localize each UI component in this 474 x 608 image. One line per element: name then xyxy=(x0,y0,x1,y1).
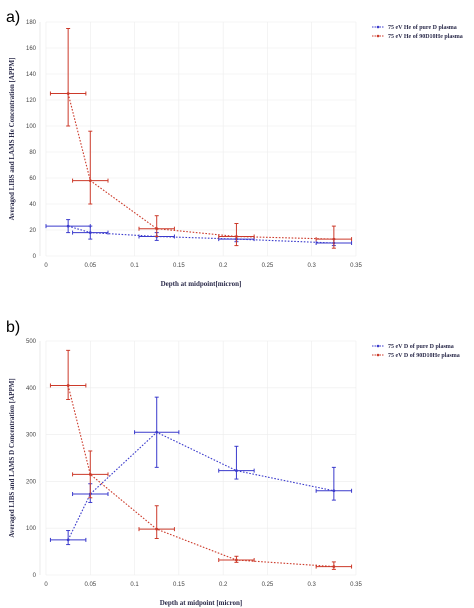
y-tick-label: 400 xyxy=(26,386,37,392)
gridlines-a xyxy=(45,21,357,257)
data-point xyxy=(49,28,87,127)
y-ticks-a: 0 20 40 60 80 100 120 140 160 180 xyxy=(26,20,37,260)
legend-entry: 75 eV He of 90D10He plasma xyxy=(372,34,463,40)
data-marker xyxy=(88,179,92,183)
data-marker xyxy=(155,227,159,231)
y-axis-title-b: Averaged LIBS and LAMS D Concentration [… xyxy=(8,378,16,537)
x-tick-label: 0.05 xyxy=(84,263,96,269)
legend-entry: 75 eV D of 90D10He plasma xyxy=(372,353,460,359)
data-point xyxy=(315,561,353,570)
data-point xyxy=(49,530,87,546)
x-tick-label: 0.15 xyxy=(173,263,185,269)
data-marks-b xyxy=(49,349,353,570)
series-line xyxy=(67,431,334,541)
y-tick-label: 160 xyxy=(26,46,37,52)
legend-label: 75 eV D of pure D plasma xyxy=(388,344,454,350)
y-tick-label: 0 xyxy=(33,254,37,260)
legend-entry: 75 eV D of pure D plasma xyxy=(372,344,454,350)
y-tick-label: 100 xyxy=(26,124,37,130)
data-marker xyxy=(235,469,238,473)
data-marker xyxy=(66,538,70,542)
x-ticks-b: 0 0.05 0.1 0.15 0.2 0.25 0.3 0.35 xyxy=(44,582,362,588)
y-tick-label: 500 xyxy=(26,339,37,345)
data-marker xyxy=(332,489,336,493)
x-axis-title-b: Depth at midpoint [micron] xyxy=(160,599,243,607)
panel-label-b: b) xyxy=(6,319,20,336)
legend-b: 75 eV D of pure D plasma 75 eV D of 90D1… xyxy=(372,344,460,359)
data-point xyxy=(72,450,109,499)
x-tick-label: 0 xyxy=(44,263,48,269)
x-tick-label: 0.1 xyxy=(130,263,139,269)
data-point xyxy=(218,223,255,247)
legend-label: 75 eV He of 90D10He plasma xyxy=(388,34,463,40)
y-tick-label: 80 xyxy=(29,150,36,156)
x-tick-label: 0.35 xyxy=(350,582,362,588)
data-point xyxy=(72,225,109,240)
data-point xyxy=(218,555,255,563)
data-marker xyxy=(155,430,159,434)
y-tick-label: 180 xyxy=(26,20,37,26)
chart-panel-b: b) 0 0.05 0.1 0.15 0.2 0.25 0.3 0.35 0 100 200 300… xyxy=(6,319,460,607)
data-marker xyxy=(235,235,238,238)
y-tick-label: 60 xyxy=(29,176,36,182)
y-tick-label: 300 xyxy=(26,433,37,439)
data-marker xyxy=(66,224,70,228)
data-marker xyxy=(66,92,70,95)
chart-panel-a: a) 0 0.05 0.1 0.15 0.2 0.25 0.3 0.35 0 20 40 60 80 1… xyxy=(6,9,463,288)
data-point xyxy=(49,349,87,400)
y-ticks-b: 0 100 200 300 400 500 xyxy=(26,339,37,579)
data-marker xyxy=(332,565,336,568)
y-tick-label: 120 xyxy=(26,98,37,104)
x-tick-label: 0.2 xyxy=(219,263,228,269)
legend-label: 75 eV He of pure D plasma xyxy=(388,25,457,31)
data-point xyxy=(218,445,255,480)
data-point xyxy=(134,396,180,468)
x-tick-label: 0.1 xyxy=(130,582,139,588)
x-ticks-a: 0 0.05 0.1 0.15 0.2 0.25 0.3 0.35 xyxy=(44,263,362,269)
x-tick-label: 0.25 xyxy=(262,582,274,588)
panel-label-a: a) xyxy=(6,9,20,26)
legend-marker xyxy=(376,353,380,357)
y-tick-label: 100 xyxy=(26,526,37,532)
series-line xyxy=(67,385,334,568)
x-tick-label: 0.3 xyxy=(308,263,317,269)
y-tick-label: 200 xyxy=(26,479,37,485)
legend-marker xyxy=(376,25,380,29)
x-tick-label: 0.3 xyxy=(308,582,317,588)
y-tick-label: 20 xyxy=(29,228,36,234)
data-marker xyxy=(332,237,336,241)
y-tick-label: 140 xyxy=(26,72,37,78)
legend-marker xyxy=(376,344,380,348)
data-point xyxy=(45,219,91,234)
x-axis-title-a: Depth at midpoint[micron] xyxy=(161,280,242,288)
data-point xyxy=(138,215,175,237)
x-tick-label: 0.05 xyxy=(84,582,96,588)
x-tick-label: 0.15 xyxy=(173,582,185,588)
x-tick-label: 0.35 xyxy=(350,263,362,269)
legend-a: 75 eV He of pure D plasma 75 eV He of 90… xyxy=(372,25,463,40)
legend-entry: 75 eV He of pure D plasma xyxy=(372,25,457,31)
y-axis-title-a: Averaged LIBS and LAMS He Concentration … xyxy=(8,58,16,221)
data-marker xyxy=(88,472,92,476)
gridlines-b xyxy=(45,340,357,576)
data-marker xyxy=(235,558,238,562)
x-tick-label: 0.25 xyxy=(262,263,274,269)
data-marker xyxy=(88,231,92,235)
data-point xyxy=(315,225,353,249)
data-point xyxy=(72,130,109,205)
y-tick-label: 40 xyxy=(29,202,36,208)
data-marks-a xyxy=(45,28,353,249)
data-marker xyxy=(155,527,159,531)
legend-label: 75 eV D of 90D10He plasma xyxy=(388,353,460,359)
y-tick-label: 0 xyxy=(33,573,37,579)
series-line xyxy=(67,93,334,240)
data-point xyxy=(315,466,353,501)
x-tick-label: 0 xyxy=(44,582,48,588)
data-marker xyxy=(66,384,70,387)
legend-marker xyxy=(376,34,380,38)
data-point xyxy=(138,505,175,539)
x-tick-label: 0.2 xyxy=(219,582,228,588)
